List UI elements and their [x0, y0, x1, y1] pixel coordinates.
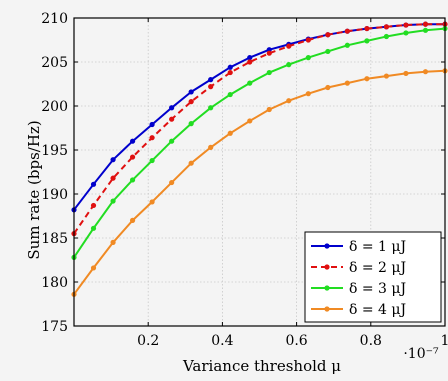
series-line-2 [73, 23, 445, 235]
series-2-point [305, 37, 311, 43]
series-2-point [286, 43, 292, 49]
legend-marker-1 [324, 243, 330, 249]
series-4-point [286, 98, 292, 104]
series-4-point [403, 70, 409, 77]
series-1-point [188, 89, 194, 95]
y-tick-label: 175 [41, 319, 68, 335]
series-3-point [227, 91, 233, 98]
legend-label-1: δ = 1 μJ [349, 239, 406, 255]
series-line-4 [73, 69, 446, 295]
legend: δ = 1 μJ δ = 2 μJ δ = 3 μJ δ = 4 μJ [304, 231, 442, 323]
series-3-point [129, 177, 136, 183]
y-tick-label: 180 [41, 275, 68, 291]
plot-frame [73, 17, 446, 327]
series-2-point [90, 202, 97, 209]
series-4-point [188, 160, 194, 166]
series-lines [71, 21, 448, 297]
legend-marker-2 [324, 264, 330, 270]
series-4-point [208, 144, 214, 150]
series-3-point [188, 121, 194, 127]
x-tick-label: 0.2 [137, 333, 159, 349]
y-tick-label: 185 [41, 231, 68, 247]
legend-label-2: δ = 2 μJ [349, 260, 406, 276]
series-3-point [364, 38, 370, 44]
y-tick-label: 190 [41, 187, 68, 203]
x-tick-label: 1 [441, 333, 448, 349]
x-tick-label: 0.6 [285, 333, 307, 349]
series-4-point [110, 239, 116, 245]
series-4-point [129, 217, 136, 223]
series-4-point [305, 91, 311, 97]
series-3-point [247, 80, 253, 86]
series-3-point [266, 69, 272, 76]
series-1-point [227, 64, 233, 70]
series-line-1 [73, 23, 445, 211]
series-4-point [344, 80, 350, 86]
series-2-point [364, 25, 370, 32]
series-3-point [422, 27, 429, 33]
y-tick-label: 205 [41, 55, 68, 71]
y-tick-label: 210 [41, 11, 68, 27]
series-2-point [403, 22, 409, 28]
legend-label-3: δ = 3 μJ [349, 281, 406, 297]
series-2-point [422, 21, 429, 27]
x-tick-label: 0.4 [211, 333, 233, 349]
series-1-point [247, 55, 253, 61]
series-2-point [129, 154, 136, 160]
series-2-point [208, 84, 214, 90]
series-3-point [169, 138, 175, 144]
series-3-point [403, 30, 409, 36]
series-3-point [90, 225, 97, 231]
series-3-point [110, 198, 116, 204]
series-4-point [422, 69, 429, 75]
series-4-point [90, 265, 97, 271]
series-2-point [169, 116, 175, 122]
series-3-point [344, 42, 350, 48]
legend-marker-4 [324, 306, 330, 312]
series-3-point [149, 157, 155, 164]
series-2-point [344, 28, 350, 34]
series-2-point [110, 175, 116, 181]
series-4-point [266, 106, 272, 113]
series-2-point [188, 99, 194, 105]
series-1-point [90, 181, 97, 187]
series-1-point [110, 157, 116, 163]
y-tick-label: 195 [41, 143, 68, 159]
x-axis-label: Variance threshold μ [182, 357, 341, 375]
series-2-point [227, 69, 233, 76]
series-2-point [383, 24, 390, 30]
series-4-point [383, 73, 390, 79]
series-1-point [169, 105, 175, 111]
series-2-point [247, 59, 253, 65]
y-axis-label: Sum rate (bps/Hz) [25, 120, 43, 259]
series-1-point [129, 138, 136, 144]
series-1-point [149, 121, 155, 128]
y-tick-label: 200 [41, 99, 68, 115]
series-1-point [208, 77, 214, 83]
series-4-point [227, 130, 233, 136]
series-4-point [325, 84, 331, 91]
series-3-point [305, 55, 311, 61]
series-2-point [149, 135, 155, 141]
series-4-point [247, 118, 253, 124]
series-3-point [286, 62, 292, 68]
series-2-point [266, 50, 272, 56]
series-line-3 [73, 27, 446, 258]
legend-label-4: δ = 4 μJ [349, 302, 406, 318]
series-4-point [364, 76, 370, 82]
series-3-point [208, 105, 214, 111]
series-2-point [325, 32, 331, 38]
series-4-point [149, 199, 155, 205]
series-3-point [325, 48, 331, 55]
x-axis-multiplier: ·10⁻⁷ [403, 346, 439, 362]
x-tick-label: 0.8 [360, 333, 382, 349]
axis-ticks: 0.2 0.4 0.6 0.8 1 175 180 185 190 195 200 205 210 [41, 11, 448, 349]
series-3-point [383, 33, 390, 40]
legend-marker-3 [324, 285, 330, 291]
series-4-point [169, 179, 175, 186]
